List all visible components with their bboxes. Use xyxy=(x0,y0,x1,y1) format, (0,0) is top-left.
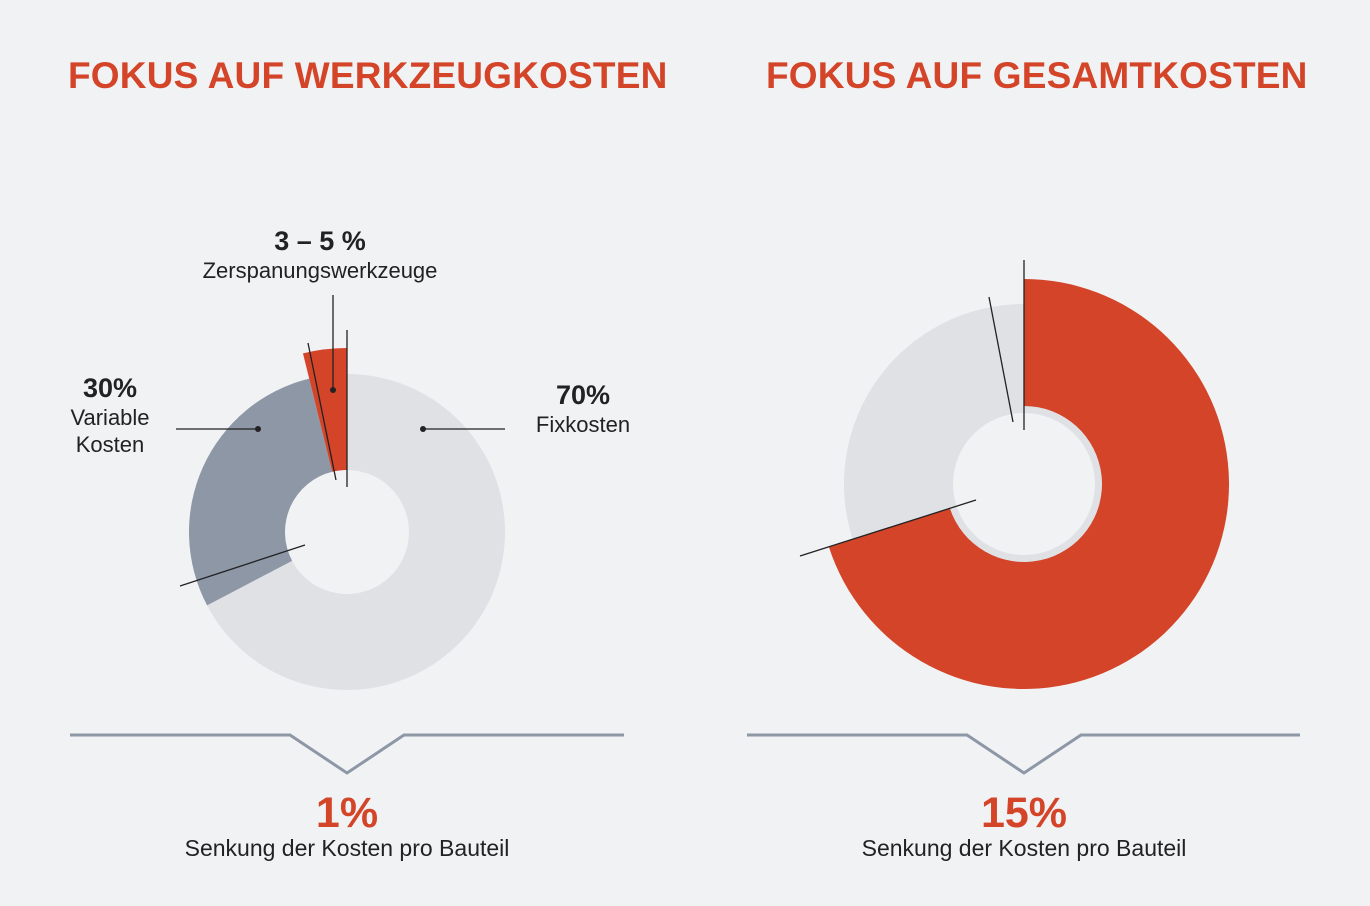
right-divider-tilted xyxy=(988,296,1014,423)
right-result-label: Senkung der Kosten pro Bauteil xyxy=(861,835,1187,861)
left-leader-lines xyxy=(176,295,505,587)
left-slice-variable xyxy=(188,378,333,606)
left-donut xyxy=(188,348,505,690)
label-tools-name: Zerspanungswerkzeuge xyxy=(202,258,438,283)
label-tools-percent: 3 – 5 % xyxy=(274,226,366,256)
left-bracket xyxy=(70,733,624,775)
right-slice-rest xyxy=(843,303,1024,540)
left-slice-tools xyxy=(302,348,347,472)
label-fixed: 70% Fixkosten xyxy=(513,380,653,438)
label-fixed-percent: 70% xyxy=(555,380,611,410)
label-variable-name-line1: Variable xyxy=(70,405,150,430)
right-donut xyxy=(829,279,1230,689)
left-chart-title: FOKUS AUF WERKZEUGKOSTEN xyxy=(68,55,668,96)
right-result-value: 15% xyxy=(980,789,1068,837)
label-variable-name-line2: Kosten xyxy=(75,432,145,457)
label-variable: 30% Variable Kosten xyxy=(40,373,180,458)
left-dot-tools xyxy=(330,387,336,393)
right-chart-title: FOKUS AUF GESAMTKOSTEN xyxy=(766,55,1308,96)
left-slice-fixed xyxy=(207,374,505,690)
left-dot-variable xyxy=(255,426,261,432)
left-dot-fixed xyxy=(420,426,426,432)
label-variable-percent: 30% xyxy=(82,373,138,403)
right-leader-lines xyxy=(799,260,1025,557)
left-divider-tools xyxy=(307,342,337,481)
right-bracket xyxy=(747,733,1300,775)
left-result-label: Senkung der Kosten pro Bauteil xyxy=(184,835,510,861)
right-slice-main xyxy=(829,279,1230,689)
left-divider-variable xyxy=(179,544,306,587)
label-fixed-name: Fixkosten xyxy=(535,412,631,437)
left-leader-dots xyxy=(255,387,426,432)
right-hole xyxy=(953,413,1095,555)
right-divider-lower xyxy=(799,499,977,557)
left-result-value: 1% xyxy=(315,789,379,837)
label-tools: 3 – 5 % Zerspanungswerkzeuge xyxy=(170,226,470,284)
